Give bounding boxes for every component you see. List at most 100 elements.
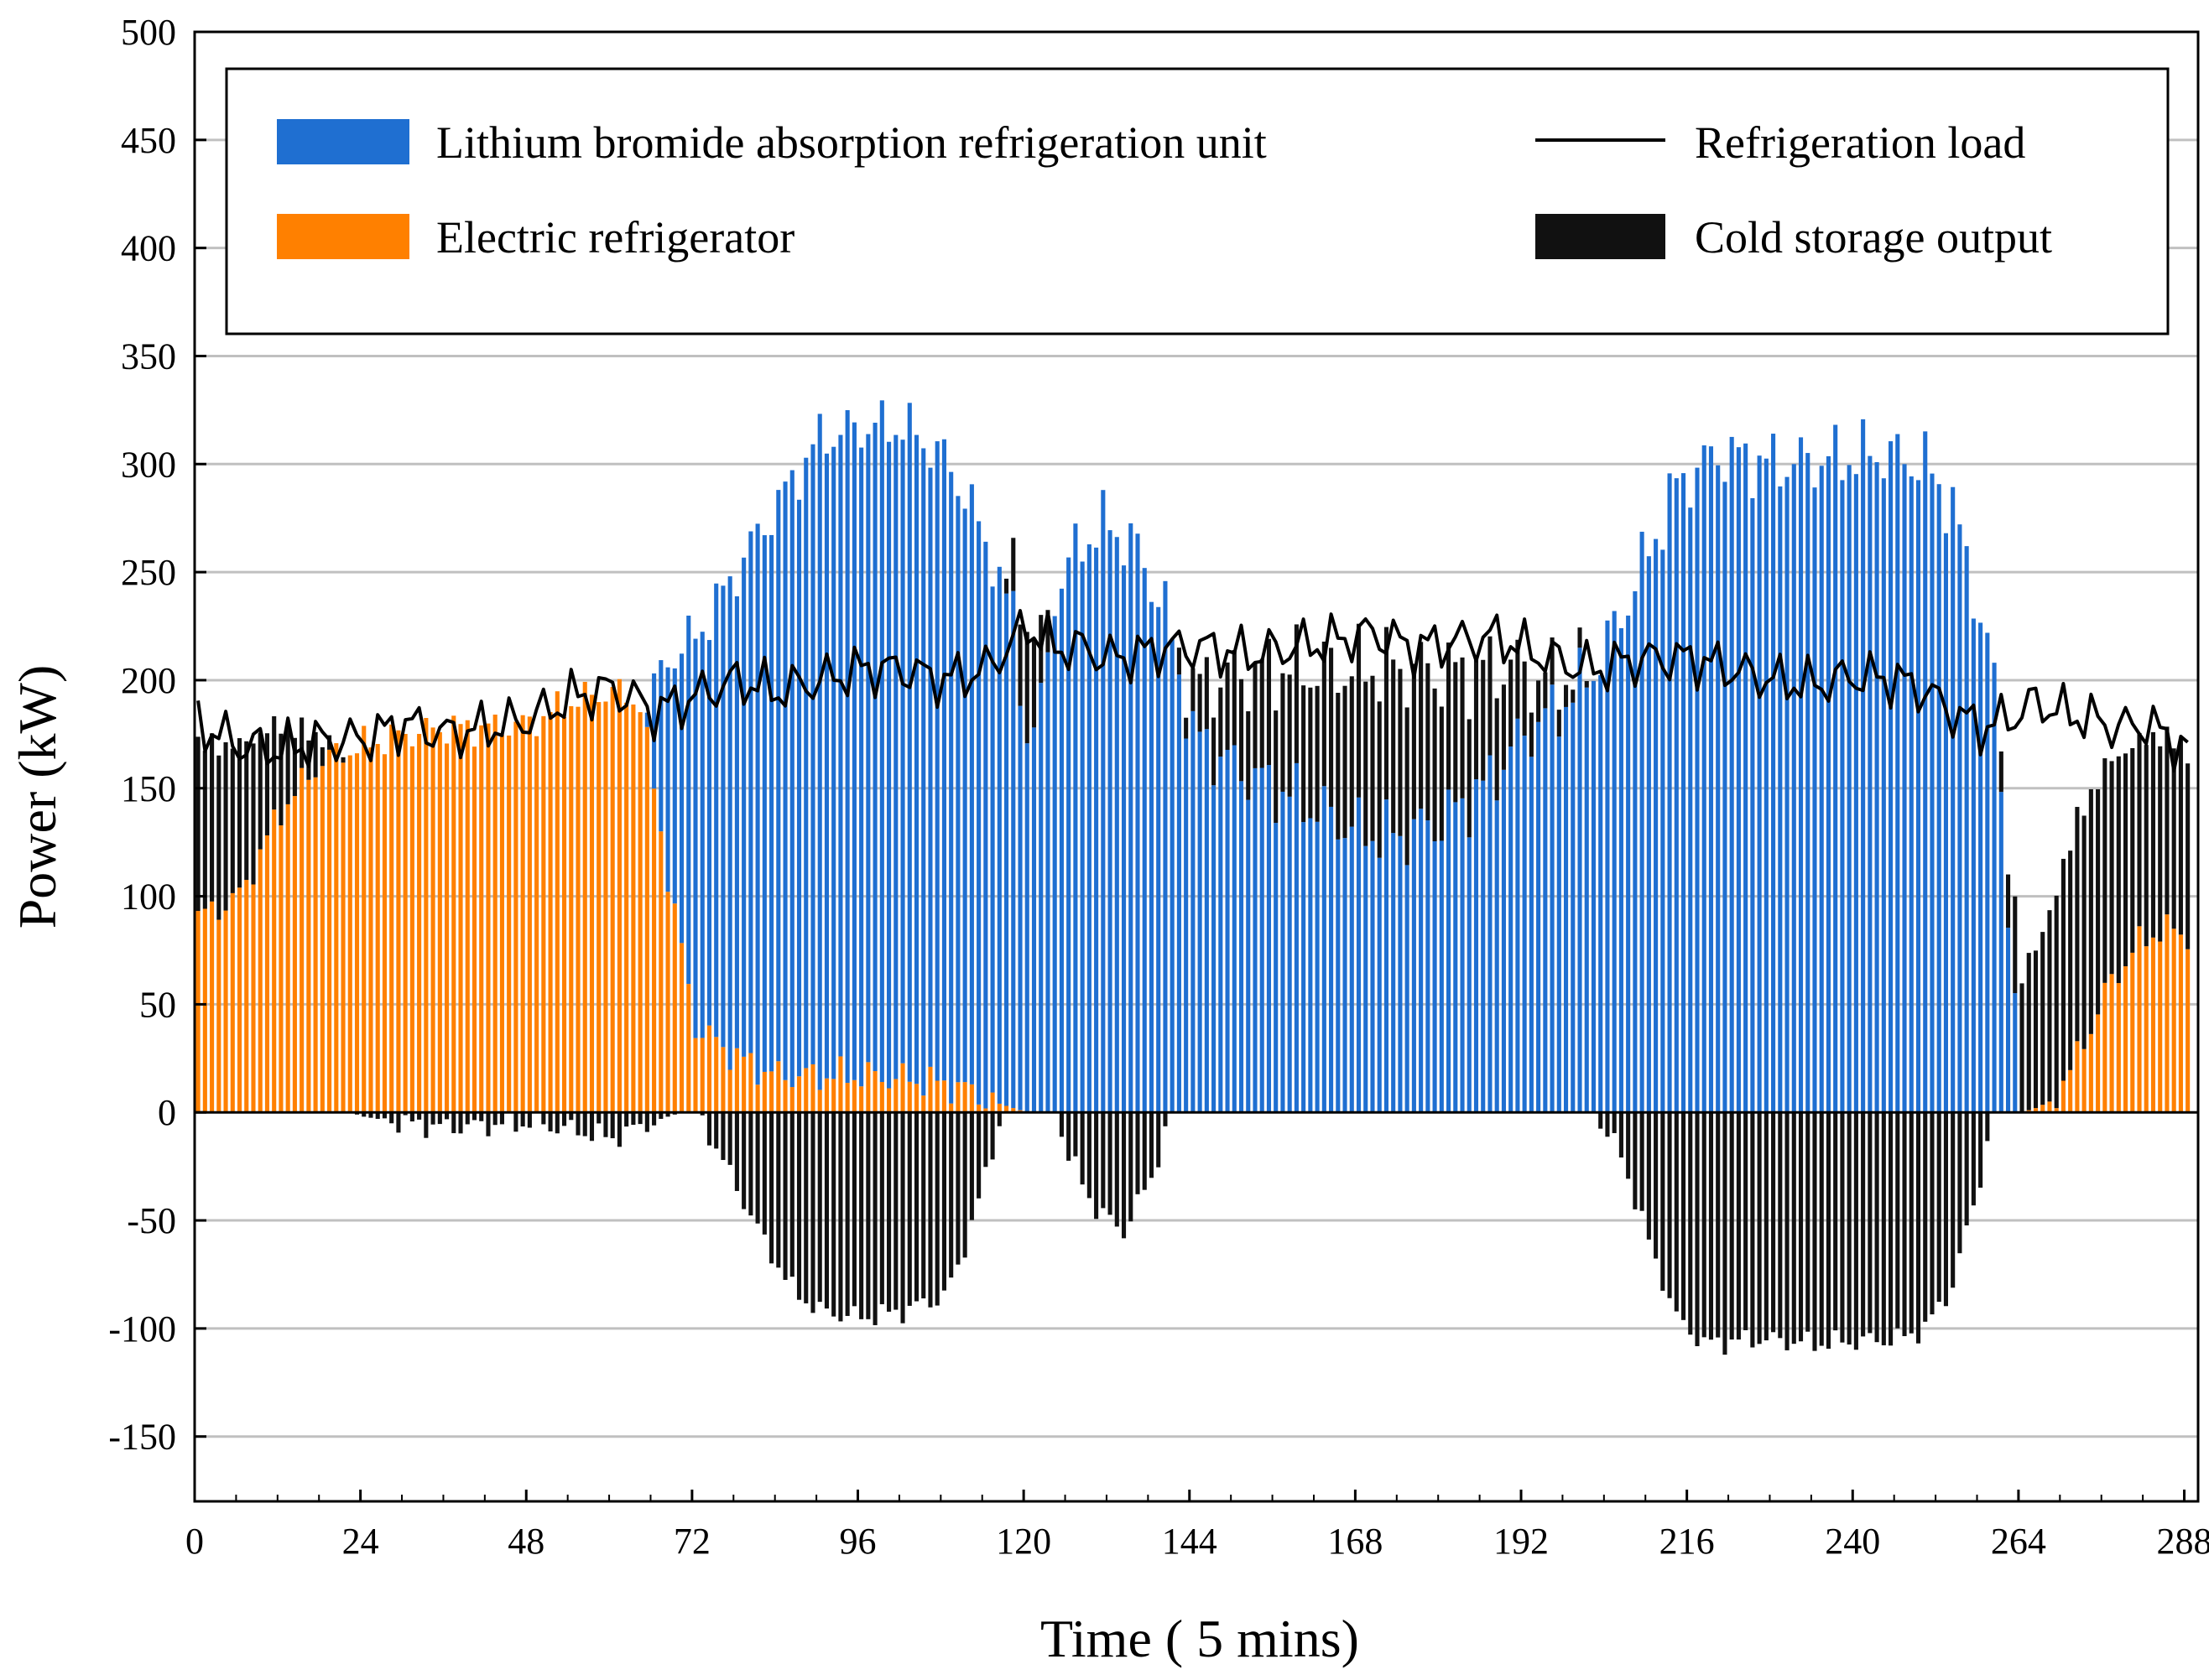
- legend-label-load: Refrigeration load: [1695, 117, 2025, 168]
- bar-absorption-unit: [1978, 622, 1983, 1113]
- bar-electric-refrigerator: [949, 1103, 954, 1113]
- bar-absorption-unit: [1598, 675, 1603, 1113]
- bar-absorption-unit: [1011, 590, 1016, 1109]
- bar-absorption-unit: [1501, 769, 1506, 1113]
- bar-absorption-unit: [1487, 755, 1493, 1113]
- bar-cold-storage: [983, 1112, 988, 1168]
- bar-cold-storage: [1011, 538, 1016, 591]
- bar-electric-refrigerator: [762, 1071, 767, 1113]
- bar-absorption-unit: [990, 586, 995, 1093]
- bar-absorption-unit: [810, 444, 815, 1064]
- bar-cold-storage: [1646, 1112, 1651, 1240]
- bar-cold-storage: [2075, 807, 2080, 1042]
- bar-cold-storage: [1494, 698, 1499, 801]
- bar-cold-storage: [997, 1112, 1002, 1126]
- bar-absorption-unit: [866, 434, 871, 1063]
- bar-absorption-unit: [2005, 928, 2011, 1113]
- bar-cold-storage: [1439, 706, 1444, 841]
- bar-absorption-unit: [1149, 601, 1154, 1113]
- bar-cold-storage: [1184, 717, 1189, 739]
- bar-absorption-unit: [1612, 611, 1617, 1113]
- bar-absorption-unit: [1680, 473, 1686, 1113]
- bar-electric-refrigerator: [935, 1080, 940, 1113]
- bar-cold-storage: [1529, 712, 1534, 757]
- bar-electric-refrigerator: [300, 767, 305, 1113]
- bar-absorption-unit: [1881, 478, 1886, 1113]
- bar-cold-storage: [1425, 663, 1430, 821]
- y-tick-label: 100: [121, 876, 176, 918]
- bar-cold-storage: [1246, 711, 1251, 800]
- bar-cold-storage: [769, 1112, 774, 1264]
- bar-cold-storage: [1080, 1112, 1085, 1185]
- bar-cold-storage: [2019, 983, 2024, 1113]
- bar-absorption-unit: [845, 410, 850, 1084]
- bar-electric-refrigerator: [251, 884, 256, 1113]
- bar-electric-refrigerator: [486, 723, 491, 1113]
- bar-cold-storage: [962, 1112, 967, 1258]
- bar-electric-refrigerator: [962, 1082, 967, 1113]
- bar-cold-storage: [499, 1112, 504, 1125]
- bar-electric-refrigerator: [430, 727, 435, 1113]
- bar-cold-storage: [1176, 648, 1181, 675]
- bar-cold-storage: [887, 1112, 892, 1312]
- bar-cold-storage: [2178, 739, 2183, 935]
- bar-cold-storage: [1847, 1112, 1852, 1345]
- bar-absorption-unit: [1805, 453, 1810, 1113]
- bar-absorption-unit: [1654, 538, 1659, 1113]
- bar-absorption-unit: [1003, 593, 1009, 1106]
- bar-cold-storage: [279, 733, 284, 826]
- legend-box: [225, 67, 2170, 335]
- bar-cold-storage: [935, 1112, 940, 1306]
- x-tick-label: 96: [840, 1521, 877, 1562]
- bar-cold-storage: [1556, 710, 1561, 737]
- bar-cold-storage: [1515, 639, 1520, 719]
- bar-cold-storage: [1923, 1112, 1928, 1322]
- bar-electric-refrigerator: [527, 716, 532, 1113]
- bar-absorption-unit: [969, 484, 974, 1084]
- bar-absorption-unit: [1308, 818, 1313, 1113]
- bar-electric-refrigerator: [445, 743, 450, 1113]
- bar-cold-storage: [1190, 668, 1196, 711]
- bar-cold-storage: [1729, 1112, 1734, 1340]
- bar-electric-refrigerator: [258, 849, 263, 1113]
- bar-absorption-unit: [1066, 557, 1071, 1113]
- bar-cold-storage: [1301, 685, 1306, 823]
- bar-cold-storage: [762, 1112, 767, 1235]
- bar-cold-storage: [956, 1112, 961, 1265]
- bar-absorption-unit: [1915, 480, 1921, 1113]
- bar-cold-storage: [1467, 719, 1472, 838]
- bar-absorption-unit: [1176, 674, 1181, 1113]
- bar-absorption-unit: [1798, 437, 1804, 1113]
- bar-cold-storage: [1639, 1112, 1644, 1211]
- bar-electric-refrigerator: [2123, 966, 2128, 1113]
- bar-electric-refrigerator: [1003, 1105, 1009, 1113]
- bar-absorption-unit: [1784, 476, 1790, 1113]
- bar-electric-refrigerator: [734, 1048, 739, 1113]
- bar-absorption-unit: [644, 712, 649, 727]
- bar-absorption-unit: [1432, 841, 1437, 1113]
- bar-electric-refrigerator: [921, 1095, 926, 1113]
- bar-cold-storage: [1688, 1112, 1693, 1335]
- bar-cold-storage: [2054, 895, 2059, 1109]
- y-tick-label: 350: [121, 335, 176, 377]
- bar-cold-storage: [824, 1112, 830, 1309]
- bar-cold-storage: [2096, 789, 2101, 1015]
- bar-electric-refrigerator: [907, 1081, 912, 1113]
- bar-cold-storage: [1481, 659, 1486, 781]
- x-tick-label: 240: [1825, 1521, 1880, 1562]
- bar-absorption-unit: [1529, 757, 1534, 1113]
- bar-cold-storage: [1473, 658, 1479, 780]
- bar-absorption-unit: [1114, 537, 1119, 1113]
- bar-absorption-unit: [769, 534, 774, 1072]
- bar-cold-storage: [2047, 910, 2052, 1102]
- bar-electric-refrigerator: [279, 825, 284, 1113]
- bar-absorption-unit: [1419, 809, 1424, 1113]
- bar-cold-storage: [362, 1112, 367, 1117]
- bar-absorption-unit: [1467, 837, 1472, 1113]
- bar-electric-refrigerator: [2068, 1069, 2073, 1113]
- bar-cold-storage: [1874, 1112, 1879, 1343]
- bar-cold-storage: [285, 720, 290, 804]
- bar-absorption-unit: [1121, 565, 1127, 1113]
- bar-absorption-unit: [1930, 473, 1935, 1113]
- bar-absorption-unit: [873, 422, 878, 1072]
